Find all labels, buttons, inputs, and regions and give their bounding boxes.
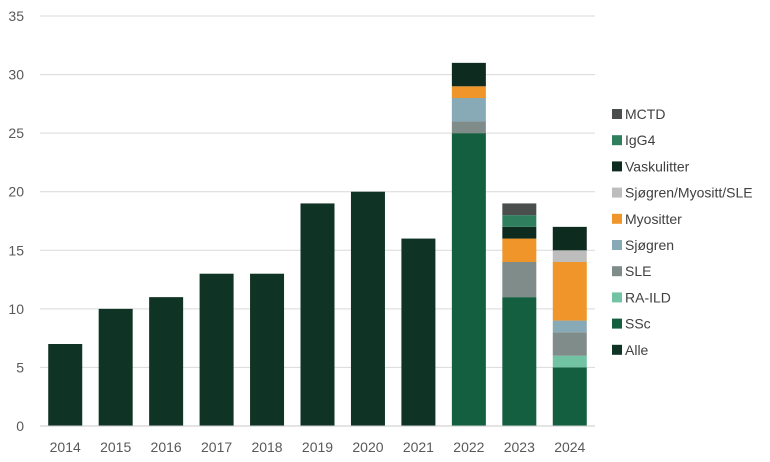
bar-segment-sjøgren-myositt-sle-2024 — [552, 250, 587, 262]
legend-label: IgG4 — [625, 132, 656, 148]
bar-segment-sjøgren-2024 — [552, 320, 587, 333]
legend-swatch — [612, 318, 622, 329]
legend-label: Alle — [625, 342, 649, 358]
bar-segment-alle-2017 — [199, 273, 234, 426]
x-tick-label: 2021 — [403, 439, 434, 455]
x-tick-label: 2022 — [453, 439, 484, 455]
legend-swatch — [612, 240, 622, 250]
legend-label: SSc — [625, 316, 651, 332]
legend-label: Vaskulitter — [625, 158, 690, 174]
x-tick-label: 2024 — [554, 439, 585, 455]
legend-swatch — [612, 161, 622, 172]
x-tick-label: 2017 — [201, 439, 232, 455]
legend-label: Sjøgren — [625, 237, 674, 253]
bar-segment-vaskulitter-2022 — [451, 62, 486, 87]
x-tick-label: 2019 — [302, 439, 333, 455]
bar-segment-ra-ild-2024 — [552, 355, 587, 368]
y-tick-label: 0 — [16, 418, 24, 434]
bar-segment-igg4-2023 — [502, 215, 537, 227]
legend-label: SLE — [625, 263, 651, 279]
bar-segment-mctd-2023 — [502, 203, 537, 216]
legend: MCTD IgG4 Vaskulitter Sjøgren/Myositt/SLE My… — [612, 106, 753, 358]
bar-segment-myositter-2024 — [552, 262, 587, 321]
bar-segment-alle-2014 — [48, 344, 83, 426]
bar-segment-alle-2019 — [300, 203, 335, 426]
bar-segment-alle-2016 — [149, 297, 184, 426]
y-tick-label: 35 — [8, 8, 24, 24]
legend-swatch — [612, 135, 622, 146]
x-tick-label: 2018 — [251, 439, 282, 455]
y-tick-labels: 0 5 10 15 20 25 30 35 — [8, 8, 24, 434]
bar-segment-ssc-2024 — [552, 367, 587, 426]
legend-label: Sjøgren/Myositt/SLE — [625, 185, 753, 201]
bar-segment-sjøgren-2022 — [451, 98, 486, 122]
x-tick-label: 2020 — [352, 439, 383, 455]
y-tick-label: 25 — [8, 125, 24, 141]
x-tick-label: 2023 — [504, 439, 535, 455]
legend-swatch — [612, 344, 622, 355]
bar-segment-sle-2024 — [552, 332, 587, 356]
legend-swatch — [612, 187, 622, 198]
bar-segment-alle-2018 — [250, 273, 285, 426]
bar-segment-alle-2021 — [401, 238, 436, 426]
x-tick-label: 2015 — [100, 439, 131, 455]
y-tick-label: 20 — [8, 184, 24, 200]
legend-label: RA-ILD — [625, 289, 671, 305]
x-tick-label: 2014 — [50, 439, 81, 455]
legend-label: MCTD — [625, 106, 665, 122]
y-tick-label: 30 — [8, 67, 24, 83]
y-tick-label: 5 — [16, 359, 24, 375]
bar-segment-vaskulitter-2024 — [552, 226, 587, 251]
x-tick-label: 2016 — [151, 439, 182, 455]
legend-swatch — [612, 213, 622, 224]
bars — [48, 62, 587, 426]
bar-segment-alle-2020 — [350, 191, 385, 426]
legend-label: Myositter — [625, 211, 682, 227]
legend-swatch — [612, 292, 622, 303]
bar-segment-ssc-2022 — [451, 133, 486, 426]
bar-segment-alle-2015 — [98, 308, 133, 426]
bar-segment-ssc-2023 — [502, 297, 537, 426]
bar-segment-myositter-2023 — [502, 238, 537, 262]
bar-segment-sle-2022 — [451, 121, 486, 134]
bar-segment-sle-2023 — [502, 262, 537, 298]
y-tick-label: 10 — [8, 301, 24, 317]
x-tick-labels: 2014 2015 2016 2017 2018 2019 2020 2021 2022 2023… — [50, 439, 586, 455]
bar-segment-vaskulitter-2023 — [502, 226, 537, 239]
bar-segment-myositter-2022 — [451, 86, 486, 98]
legend-swatch — [612, 109, 622, 119]
legend-swatch — [612, 266, 622, 277]
y-tick-label: 15 — [8, 242, 24, 258]
